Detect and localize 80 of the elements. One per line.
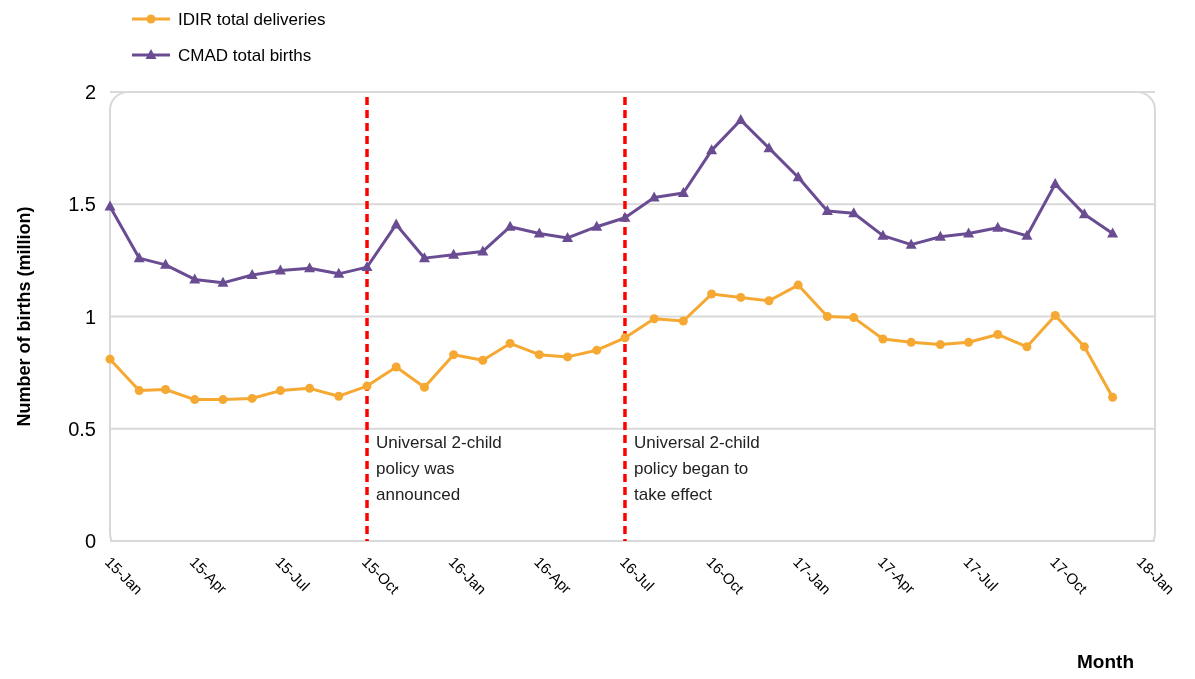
- point: [563, 352, 573, 362]
- point: [649, 314, 659, 324]
- point: [1021, 229, 1033, 240]
- point: [505, 338, 515, 348]
- point: [934, 230, 946, 241]
- point: [592, 345, 602, 355]
- point: [534, 350, 544, 360]
- point: [620, 333, 630, 343]
- point: [1050, 310, 1060, 320]
- point: [963, 227, 975, 238]
- point: [678, 316, 688, 326]
- y-tick-label: 0.5: [68, 417, 96, 440]
- point: [478, 355, 488, 365]
- point: [906, 337, 916, 347]
- point: [1022, 342, 1032, 352]
- point: [361, 261, 373, 272]
- point: [562, 231, 574, 242]
- point: [391, 362, 401, 372]
- point: [477, 245, 489, 256]
- point: [822, 312, 832, 321]
- legend-label: IDIR total deliveries: [178, 9, 326, 29]
- point: [362, 381, 372, 391]
- y-tick-label: 1.5: [68, 193, 96, 216]
- point: [591, 220, 603, 231]
- point: [1078, 208, 1090, 219]
- point: [993, 329, 1003, 339]
- point: [905, 238, 917, 249]
- point: [1107, 227, 1119, 238]
- point: [533, 227, 545, 238]
- point: [763, 142, 775, 153]
- point: [419, 382, 429, 392]
- y-axis-title: Number of births (million): [14, 206, 34, 427]
- point: [619, 211, 631, 222]
- point: [792, 171, 804, 182]
- point: [1108, 392, 1118, 402]
- point: [390, 218, 402, 229]
- y-tick-label: 1: [84, 305, 96, 328]
- point: [1079, 342, 1089, 352]
- point: [104, 200, 116, 211]
- point: [161, 384, 171, 394]
- point: [992, 221, 1004, 232]
- point: [246, 268, 258, 279]
- point: [935, 340, 945, 350]
- point: [449, 350, 459, 360]
- point: [707, 289, 717, 299]
- point: [105, 354, 115, 364]
- point: [877, 229, 889, 240]
- point: [133, 252, 145, 263]
- point: [878, 334, 888, 344]
- point: [677, 187, 689, 198]
- point: [418, 252, 430, 263]
- point: [1049, 178, 1061, 189]
- y-tick-label: 0: [84, 530, 96, 552]
- point: [504, 220, 516, 231]
- legend-label: CMAD total births: [178, 45, 312, 65]
- point: [706, 144, 718, 155]
- point: [735, 114, 747, 125]
- point: [764, 296, 774, 306]
- y-tick-label: 2: [84, 81, 96, 103]
- point: [134, 386, 144, 396]
- point: [274, 264, 286, 275]
- point: [304, 262, 316, 273]
- point: [821, 204, 833, 215]
- point: [190, 395, 200, 405]
- ref-line-label: Universal 2-child policy was announced: [376, 433, 502, 504]
- ref-line-label: Universal 2-child policy began to take effect: [633, 433, 760, 504]
- point: [964, 337, 974, 347]
- point: [218, 395, 228, 405]
- point: [448, 248, 460, 259]
- point: [305, 383, 315, 393]
- point: [793, 280, 803, 290]
- point: [736, 292, 746, 302]
- point: [275, 386, 285, 396]
- point: [333, 267, 345, 278]
- point: [334, 391, 344, 401]
- point: [247, 393, 257, 403]
- point: [189, 273, 201, 284]
- point: [217, 276, 229, 287]
- x-axis-title: Month: [1077, 651, 1134, 672]
- point: [849, 313, 859, 323]
